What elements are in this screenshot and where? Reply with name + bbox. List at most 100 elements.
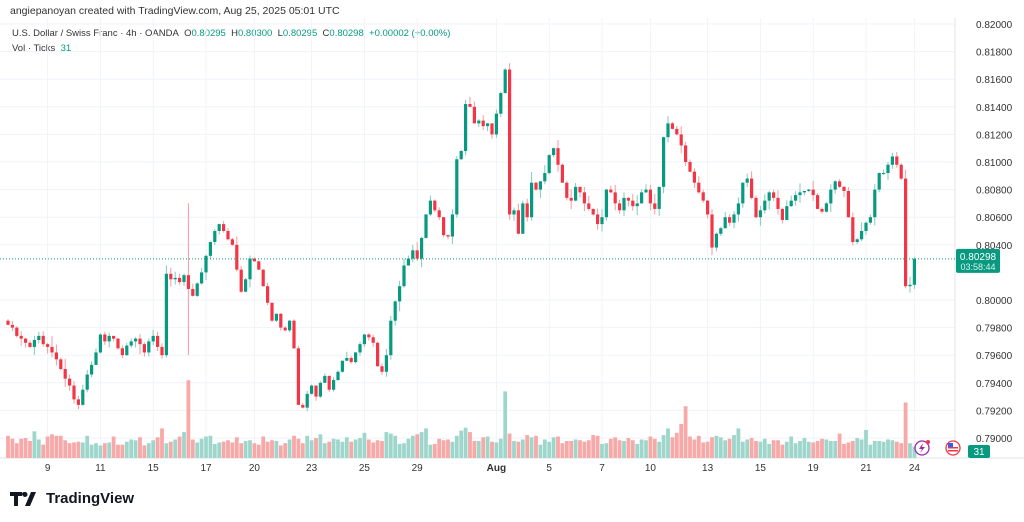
volume-bar bbox=[842, 443, 846, 458]
lightning-event-icon bbox=[914, 440, 930, 456]
volume-bar bbox=[820, 438, 824, 458]
candle-body bbox=[318, 382, 322, 397]
candle-body bbox=[90, 364, 94, 375]
time-tick-label: 17 bbox=[200, 463, 212, 474]
candle-body bbox=[266, 286, 270, 303]
candle-body bbox=[873, 189, 877, 218]
candle bbox=[772, 189, 776, 202]
volume-bar bbox=[468, 432, 472, 458]
symbol-name[interactable]: U.S. Dollar / Swiss Franc · 4h · OANDA bbox=[12, 28, 179, 39]
candle bbox=[882, 169, 886, 175]
candle bbox=[393, 300, 397, 326]
candle bbox=[904, 169, 908, 289]
volume-bar bbox=[793, 443, 798, 458]
candle bbox=[508, 63, 512, 220]
volume-label[interactable]: Vol · Ticks bbox=[12, 43, 56, 54]
candle-body bbox=[455, 159, 459, 215]
candle bbox=[222, 221, 226, 233]
candle bbox=[415, 242, 419, 261]
candle bbox=[24, 337, 28, 348]
volume-bar bbox=[10, 438, 15, 458]
candle-body bbox=[626, 197, 630, 201]
volume-bar bbox=[732, 435, 736, 458]
candle-body bbox=[244, 279, 248, 292]
candle-body bbox=[640, 192, 644, 204]
volume-bar bbox=[195, 442, 200, 458]
candle bbox=[763, 194, 767, 214]
candle-body bbox=[191, 288, 195, 296]
price-tick-label: 0.80800 bbox=[976, 186, 1013, 197]
volume-bar bbox=[204, 436, 208, 458]
candle-body bbox=[301, 404, 305, 408]
candle bbox=[200, 268, 204, 285]
volume-bar bbox=[754, 440, 758, 458]
volume-bar bbox=[349, 441, 354, 458]
candle bbox=[424, 213, 428, 239]
price-axis[interactable]: 0.82000 0.81800 0.81600 0.81400 0.81200 0.810… bbox=[976, 20, 1013, 445]
volume-bar bbox=[270, 440, 274, 458]
candle bbox=[138, 334, 142, 355]
volume-bar bbox=[234, 437, 239, 458]
candle-body bbox=[160, 346, 164, 356]
candle bbox=[186, 203, 190, 356]
candle bbox=[336, 370, 340, 381]
candle-body bbox=[547, 155, 551, 174]
candle-body bbox=[675, 128, 679, 135]
volume-bar bbox=[217, 442, 222, 458]
candle-body bbox=[323, 375, 327, 383]
candle bbox=[767, 190, 771, 210]
candle bbox=[367, 333, 371, 341]
tradingview-logo[interactable]: TradingView bbox=[10, 490, 134, 507]
candle bbox=[556, 139, 560, 172]
volume-bar bbox=[278, 445, 283, 458]
volume-bar bbox=[872, 440, 877, 458]
time-tick-label: 5 bbox=[546, 463, 552, 474]
price-tick-label: 0.81400 bbox=[976, 103, 1013, 114]
candle bbox=[156, 331, 160, 352]
volume-bar bbox=[639, 439, 644, 458]
candle bbox=[754, 195, 758, 219]
candle bbox=[596, 208, 600, 230]
candle bbox=[657, 186, 661, 216]
candle bbox=[433, 199, 437, 213]
candle bbox=[46, 342, 50, 354]
candle bbox=[257, 260, 261, 271]
candle-body bbox=[855, 239, 859, 243]
volume-bar bbox=[762, 438, 767, 458]
volume-bar bbox=[353, 439, 358, 458]
volume-bar bbox=[736, 428, 741, 458]
candle bbox=[679, 126, 683, 154]
candle-body bbox=[754, 197, 758, 218]
volume-bar bbox=[683, 406, 688, 458]
close-label: C bbox=[322, 28, 330, 39]
candle bbox=[582, 186, 586, 212]
countdown-label: 03:58:44 bbox=[960, 262, 995, 272]
candle-body bbox=[706, 200, 710, 215]
candle bbox=[191, 283, 195, 297]
volume-bar bbox=[120, 444, 125, 458]
candle bbox=[824, 201, 828, 213]
volume-badge-label: 31 bbox=[973, 447, 985, 458]
candle-body bbox=[530, 182, 534, 218]
candle bbox=[50, 336, 54, 358]
volume-bar bbox=[648, 436, 653, 458]
volume-bar bbox=[129, 439, 134, 458]
time-axis[interactable]: 9 11 15 17 20 23 25 29 Aug 5 7 10 13 15 19 21 24 bbox=[45, 463, 921, 474]
candle-body bbox=[472, 106, 476, 124]
flag-stripe bbox=[948, 447, 958, 449]
volume-bar bbox=[36, 439, 41, 458]
volume-bar bbox=[63, 440, 68, 458]
candle bbox=[600, 209, 604, 232]
volume-bar bbox=[107, 442, 112, 458]
volume-bar bbox=[538, 444, 543, 458]
volume-bar bbox=[397, 443, 402, 458]
volume-bar bbox=[173, 439, 178, 458]
candle-body bbox=[116, 338, 120, 349]
candle-body bbox=[10, 324, 14, 328]
candle-body bbox=[28, 342, 32, 347]
volume-bar bbox=[481, 437, 486, 458]
candle bbox=[499, 91, 503, 117]
price-tick-label: 0.80400 bbox=[976, 241, 1013, 252]
candle-body bbox=[481, 120, 485, 127]
